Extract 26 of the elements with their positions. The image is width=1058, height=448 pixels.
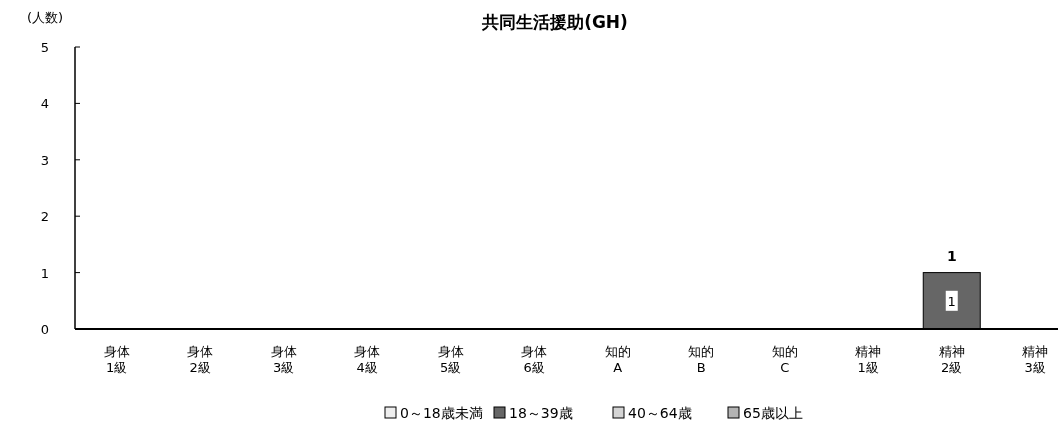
x-tick-label: 身体 4級 xyxy=(354,344,381,375)
y-tick-label: 3 xyxy=(40,152,50,168)
x-tick-label: 精神 3級 xyxy=(1022,344,1049,375)
x-tick-label: 知的 A xyxy=(604,344,631,375)
y-tick-label: 5 xyxy=(40,40,50,55)
x-tick-label: 知的 B xyxy=(688,344,715,375)
y-tick-label: 2 xyxy=(40,209,50,225)
legend-label: 40～64歳 xyxy=(628,405,692,421)
x-tick-label: 精神 2級 xyxy=(938,344,965,375)
x-tick-label: 精神 1級 xyxy=(855,344,882,375)
total-label: 1 xyxy=(946,247,957,264)
x-tick-label: 身体 3級 xyxy=(270,344,297,375)
x-tick-label: 身体 2級 xyxy=(187,344,214,375)
legend-label: 18～39歳 xyxy=(509,405,573,421)
y-tick-label: 4 xyxy=(40,96,50,112)
x-tick-label: 身体 6級 xyxy=(521,344,548,375)
chart-title: 共同生活援助(GH) xyxy=(481,12,628,32)
legend-label: 0～18歳未満 xyxy=(400,405,483,421)
x-tick-label: 身体 5級 xyxy=(437,344,464,375)
y-axis-title: (人数) xyxy=(26,10,64,25)
data-label: 1 xyxy=(947,293,956,309)
x-tick-label: 知的 C xyxy=(771,344,798,375)
x-tick-label: 身体 1級 xyxy=(103,344,130,375)
legend-label: 65歳以上 xyxy=(743,405,803,421)
y-tick-label: 0 xyxy=(40,322,50,337)
y-tick-label: 1 xyxy=(40,265,50,281)
